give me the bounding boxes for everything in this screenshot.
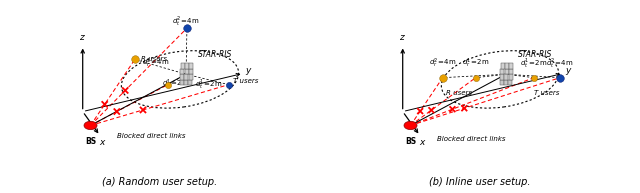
Bar xyxy=(504,69,509,74)
Bar xyxy=(189,74,193,80)
Bar xyxy=(500,74,504,80)
Text: $d_t^1\!=\!2\mathrm{m}$: $d_t^1\!=\!2\mathrm{m}$ xyxy=(520,57,547,70)
Text: Blocked direct links: Blocked direct links xyxy=(436,136,505,142)
Bar xyxy=(184,69,189,74)
Bar xyxy=(189,63,193,69)
Text: BS: BS xyxy=(85,137,96,146)
Bar xyxy=(180,63,185,69)
Bar xyxy=(185,63,189,69)
Text: $x$: $x$ xyxy=(99,139,106,147)
Text: $y$: $y$ xyxy=(565,66,573,77)
Text: STAR-RIS: STAR-RIS xyxy=(518,50,552,59)
Text: $z$: $z$ xyxy=(399,33,406,42)
Text: $d_t^2\!=\!4\mathrm{m}$: $d_t^2\!=\!4\mathrm{m}$ xyxy=(547,57,573,70)
Text: T users: T users xyxy=(233,78,259,84)
Bar xyxy=(509,69,513,74)
Text: $x$: $x$ xyxy=(419,139,426,147)
Text: BS: BS xyxy=(405,137,416,146)
Text: $d_r^1\!=\!2\mathrm{m}$: $d_r^1\!=\!2\mathrm{m}$ xyxy=(161,78,189,91)
Bar xyxy=(509,63,513,69)
Text: $z$: $z$ xyxy=(79,33,86,42)
Bar xyxy=(184,74,188,80)
Text: (a) Random user setup.: (a) Random user setup. xyxy=(102,177,218,187)
Bar xyxy=(180,74,184,80)
Text: T users: T users xyxy=(534,90,559,96)
Ellipse shape xyxy=(84,121,97,130)
Bar xyxy=(500,80,504,85)
Text: $d_t^1\!=\!2\mathrm{m}$: $d_t^1\!=\!2\mathrm{m}$ xyxy=(195,77,223,91)
Text: R users: R users xyxy=(446,90,472,96)
Bar xyxy=(188,80,193,85)
Bar xyxy=(180,69,184,74)
Text: $y$: $y$ xyxy=(245,66,253,77)
Text: $d_r^2\!=\!4\mathrm{m}$: $d_r^2\!=\!4\mathrm{m}$ xyxy=(141,56,169,70)
Bar xyxy=(180,80,184,85)
Bar xyxy=(504,74,508,80)
Text: Blocked direct links: Blocked direct links xyxy=(116,133,185,139)
Bar xyxy=(189,69,193,74)
Text: $d_r^1\!=\!2\mathrm{m}$: $d_r^1\!=\!2\mathrm{m}$ xyxy=(462,57,489,70)
Bar xyxy=(505,63,509,69)
Text: $d_r^2\!=\!4\mathrm{m}$: $d_r^2\!=\!4\mathrm{m}$ xyxy=(429,57,456,70)
Bar xyxy=(184,80,188,85)
Text: R users: R users xyxy=(141,56,167,62)
Text: (b) Inline user setup.: (b) Inline user setup. xyxy=(429,177,531,187)
Bar xyxy=(500,63,505,69)
Bar xyxy=(508,80,513,85)
Bar xyxy=(509,74,513,80)
Ellipse shape xyxy=(404,121,417,130)
Text: $d_t^2\!=\!4\mathrm{m}$: $d_t^2\!=\!4\mathrm{m}$ xyxy=(172,15,199,28)
Bar xyxy=(504,80,508,85)
Bar xyxy=(500,69,504,74)
Text: STAR-RIS: STAR-RIS xyxy=(198,50,232,59)
